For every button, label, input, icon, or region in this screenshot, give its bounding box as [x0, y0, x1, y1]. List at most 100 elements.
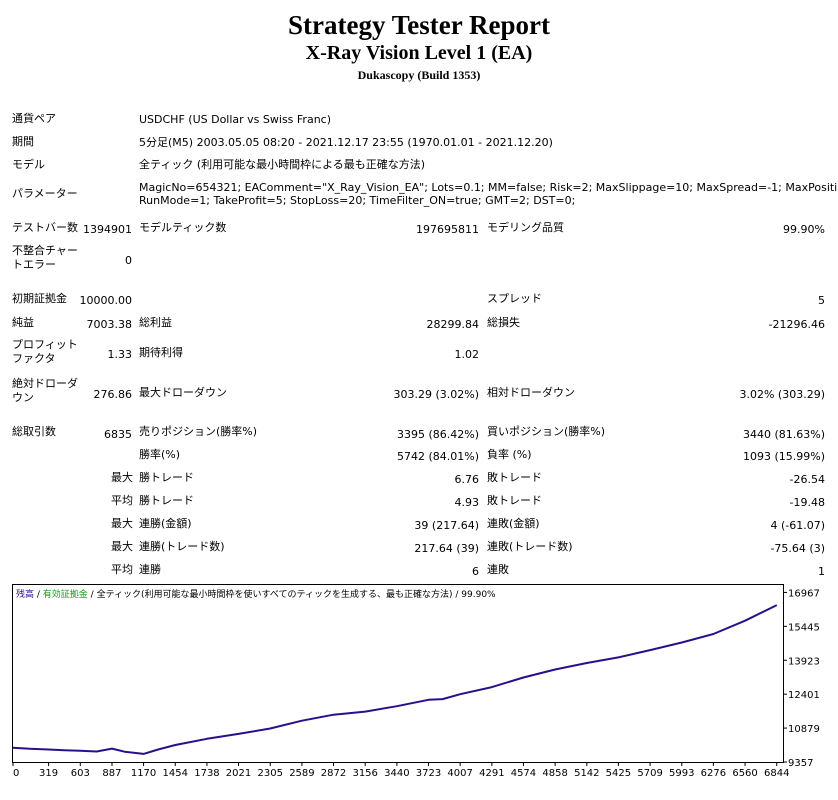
balance-line [12, 604, 778, 755]
total-trades-label: 総取引数 [12, 425, 56, 438]
max-word-3: 最大 [111, 540, 133, 553]
legend-model-desc: 全ティック(利用可能な最小時間枠を使いすべてのティックを生成する、最も正確な方法… [97, 588, 453, 600]
plot-frame [12, 584, 784, 763]
x-axis: 0 319 603 887 1170 1454 1738 2021 2305 2589 2872 31… [12, 762, 789, 779]
avg-win-value: 4.93 [454, 496, 480, 509]
net-profit-value: 7003.38 [86, 318, 133, 331]
x-tick-label: 2589 [289, 768, 314, 779]
x-tick-label: 3156 [352, 768, 377, 779]
expected-payoff-label: 期待利得 [139, 346, 183, 359]
model-quality-label: モデリング品質 [487, 221, 564, 234]
y-axis: 9357 10879 12401 13923 15445 16967 [783, 588, 820, 769]
broker-build: Dukascopy (Build 1353) [357, 68, 481, 82]
x-tick-label: 4574 [511, 768, 536, 779]
x-tick-label: 887 [102, 768, 121, 779]
largest-word: 最大 [111, 471, 133, 484]
gross-loss-label: 総損失 [487, 316, 520, 329]
mismatch-value: 0 [125, 254, 132, 267]
x-tick-label: 5142 [574, 768, 599, 779]
balance-chart-svg: 残高 / 有効証拠金 / 全ティック(利用可能な最小時間枠を使いすべてのティック… [12, 584, 820, 779]
legend-sep-1: / [34, 590, 43, 600]
initial-deposit-value: 10000.00 [79, 294, 133, 307]
max-dd-label: 最大ドローダウン [139, 386, 227, 399]
legend-equity: 有効証拠金 [43, 588, 88, 600]
legend-sep-2: / [88, 590, 97, 600]
largest-win-value: 6.76 [454, 473, 480, 486]
y-tick-label: 9357 [788, 758, 813, 769]
short-positions-label: 売りポジション(勝率%) [139, 425, 258, 438]
x-tick-label: 4291 [479, 768, 504, 779]
period-label: 期間 [12, 135, 34, 148]
y-tick-label: 12401 [788, 690, 820, 701]
largest-loss-label: 敗トレード [487, 471, 542, 484]
largest-loss-value: -26.54 [789, 473, 825, 486]
win-rate-value: 5742 (84.01%) [396, 450, 479, 463]
x-tick-label: 2872 [321, 768, 346, 779]
avg-consec-losses-label: 連敗 [487, 563, 509, 576]
params-label: パラメーター [12, 187, 78, 200]
avg-win-label: 勝トレード [139, 494, 194, 507]
x-tick-label: 3440 [384, 768, 409, 779]
x-tick-label: 603 [71, 768, 90, 779]
y-tick-label: 15445 [788, 622, 820, 633]
largest-win-label: 勝トレード [139, 471, 194, 484]
x-tick-label: 2021 [226, 768, 251, 779]
legend-quality: / 99.90% [453, 590, 497, 600]
total-trades-value: 6835 [104, 428, 132, 441]
win-rate-label: 勝率(%) [139, 448, 181, 461]
x-tick-label: 1738 [194, 768, 219, 779]
profit-factor-label: プロフィットファクタ [12, 338, 78, 365]
x-tick-label: 1170 [131, 768, 156, 779]
model-quality-value: 99.90% [783, 223, 825, 236]
avg-consec-wins-value: 6 [472, 565, 479, 578]
report-title: Strategy Tester Report [288, 10, 550, 40]
ea-name: X-Ray Vision Level 1 (EA) [305, 42, 533, 64]
rel-dd-value: 3.02% (303.29) [739, 388, 825, 401]
params-line2: RunMode=1; TakeProfit=5; StopLoss=20; Ti… [139, 194, 576, 207]
max-dd-value: 303.29 (3.02%) [393, 388, 479, 401]
period-value: 5分足(M5) 2003.05.05 08:20 - 2021.12.17 23… [139, 136, 553, 149]
test-bars-label: テストバー数 [12, 221, 78, 234]
avg-consec-wins-label: 連勝 [139, 563, 161, 576]
gross-profit-value: 28299.84 [426, 318, 480, 331]
model-ticks-value: 197695811 [416, 223, 479, 236]
rel-dd-label: 相対ドローダウン [487, 386, 575, 399]
abs-dd-label: 絶対ドローダウン [12, 377, 78, 404]
max-consec-loss-label: 連敗(トレード数) [487, 540, 573, 553]
pair-value: USDCHF (US Dollar vs Swiss Franc) [139, 113, 332, 126]
net-profit-label: 純益 [12, 316, 34, 329]
x-tick-label: 4007 [447, 768, 472, 779]
y-tick-label: 16967 [788, 588, 820, 599]
series-layer [12, 604, 778, 755]
x-tick-label: 319 [39, 768, 58, 779]
params-line1: MagicNo=654321; EAComment="X_Ray_Vision_… [139, 181, 838, 194]
gross-loss-value: -21296.46 [768, 318, 825, 331]
x-tick-label: 1454 [163, 768, 188, 779]
initial-deposit-label: 初期証拠金 [12, 292, 67, 305]
max-consec-profit-value: 217.64 (39) [414, 542, 479, 555]
avg-loss-value: -19.48 [789, 496, 825, 509]
max-consec-wins-label: 連勝(金額) [139, 517, 192, 530]
average-word-2: 平均 [111, 563, 133, 576]
x-tick-label: 4858 [542, 768, 567, 779]
x-tick-label: 0 [13, 768, 19, 779]
loss-rate-value: 1093 (15.99%) [742, 450, 825, 463]
max-consec-losses-value: 4 (-61.07) [770, 519, 825, 532]
max-consec-profit-label: 連勝(トレード数) [139, 540, 225, 553]
average-word: 平均 [111, 494, 133, 507]
expected-payoff-value: 1.02 [454, 348, 480, 361]
gross-profit-label: 総利益 [139, 316, 172, 329]
max-word-2: 最大 [111, 517, 133, 530]
max-consec-loss-value: -75.64 (3) [770, 542, 825, 555]
short-positions-value: 3395 (86.42%) [396, 428, 479, 441]
y-tick-label: 13923 [788, 656, 820, 667]
spread-value: 5 [818, 294, 825, 307]
balance-chart: 残高 / 有効証拠金 / 全ティック(利用可能な最小時間枠を使いすべてのティック… [12, 584, 838, 800]
x-tick-label: 3723 [416, 768, 441, 779]
model-label: モデル [12, 158, 45, 171]
test-bars-value: 1394901 [83, 223, 132, 236]
abs-dd-value: 276.86 [93, 388, 133, 401]
spread-label: スプレッド [487, 292, 542, 305]
avg-loss-label: 敗トレード [487, 494, 542, 507]
loss-rate-label: 負率 (%) [487, 448, 532, 461]
